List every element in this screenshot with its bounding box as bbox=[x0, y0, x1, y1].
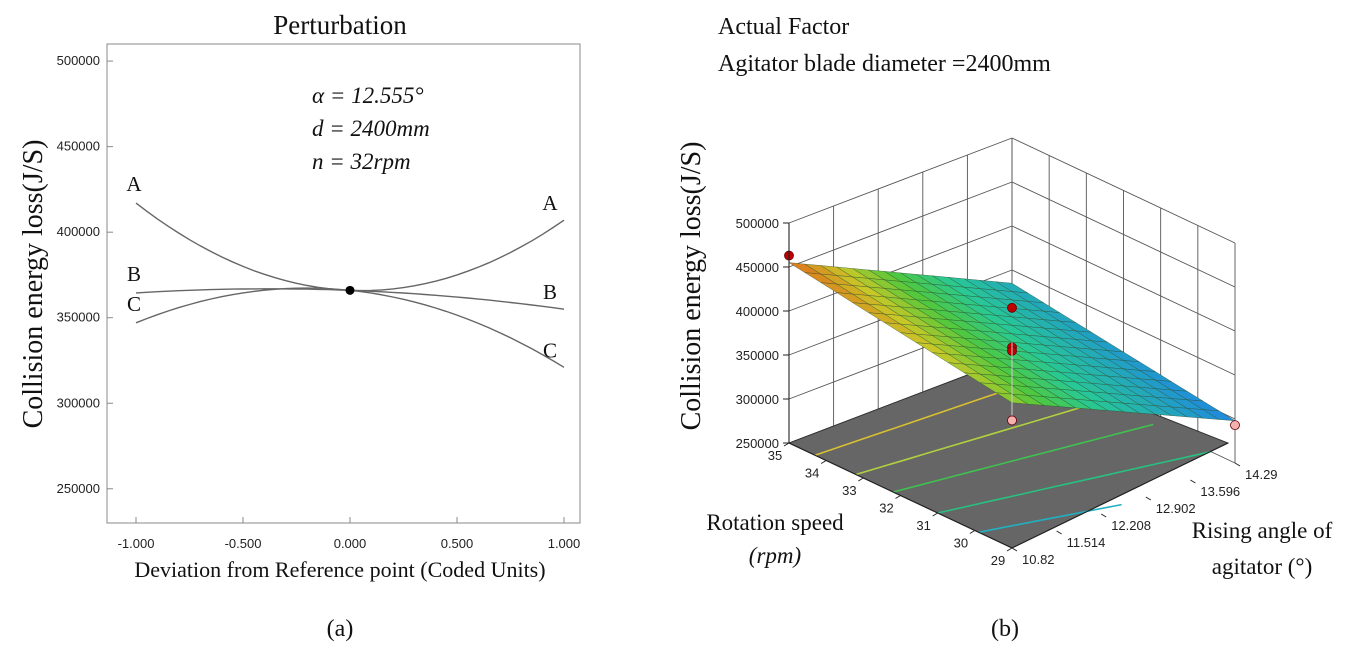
b-xtick-mark bbox=[969, 530, 976, 534]
b-xtick-mark bbox=[783, 442, 790, 447]
series-A-label-right: A bbox=[542, 191, 558, 215]
b-ytick-mark bbox=[1011, 547, 1018, 552]
series-B-label-right: B bbox=[543, 280, 557, 304]
series-B-label-left: B bbox=[127, 262, 141, 286]
design-point bbox=[1230, 420, 1240, 431]
chart-a-ylabel: Collision energy loss(J/S) bbox=[18, 140, 49, 429]
design-point bbox=[1007, 302, 1017, 313]
a-xtick-label: 0.000 bbox=[334, 536, 367, 551]
chart-a-xlabel: Deviation from Reference point (Coded Un… bbox=[134, 557, 545, 582]
b-grid-line bbox=[788, 181, 1013, 268]
b-grid-line bbox=[1011, 181, 1236, 288]
reference-point bbox=[345, 285, 355, 295]
a-ytick-label: 250000 bbox=[57, 481, 100, 496]
series-C-label-left: C bbox=[127, 292, 141, 316]
floor-contour bbox=[855, 400, 1104, 476]
b-xtick-label: 31 bbox=[916, 518, 930, 533]
series-C-line bbox=[135, 287, 565, 368]
b-xtick-label: 32 bbox=[879, 501, 893, 516]
b-grid-line bbox=[788, 137, 1013, 224]
a-ytick-label: 300000 bbox=[57, 395, 100, 410]
a-ytick-label: 400000 bbox=[57, 224, 100, 239]
b-ztick-label: 500000 bbox=[736, 216, 779, 231]
caption-b: (b) bbox=[991, 616, 1019, 642]
b-xtick-mark bbox=[895, 495, 901, 499]
series-C-label-right: C bbox=[543, 338, 557, 362]
b-ztick-label: 250000 bbox=[736, 436, 779, 451]
annotation-speed: n = 32rpm bbox=[312, 149, 411, 174]
a-xtick-label: 1.000 bbox=[548, 536, 581, 551]
floor-edge-angle bbox=[1011, 442, 1229, 549]
b-ytick-mark bbox=[1190, 479, 1196, 484]
plot-frame-a bbox=[106, 43, 581, 524]
b-ztick-label: 300000 bbox=[736, 392, 779, 407]
a-xtick-label: 0.500 bbox=[441, 536, 474, 551]
b-grid-line bbox=[788, 225, 1013, 312]
b-ytick-label: 12.902 bbox=[1156, 501, 1196, 516]
annotation-alpha: α = 12.555° bbox=[312, 83, 424, 108]
floor-contour bbox=[892, 423, 1154, 493]
b-xtick-label: 35 bbox=[768, 448, 782, 463]
b-grid-line bbox=[1011, 269, 1236, 376]
b-ytick-label: 14.29 bbox=[1245, 467, 1278, 482]
floor-contour bbox=[978, 503, 1122, 534]
surface-plot: Actual Factor Agitator blade diameter =2… bbox=[676, 14, 1333, 642]
b-ytick-label: 13.596 bbox=[1200, 484, 1240, 499]
a-ytick-label: 500000 bbox=[57, 53, 100, 68]
annotation-diameter: d = 2400mm bbox=[312, 116, 430, 141]
b-xtick-label: 34 bbox=[805, 466, 819, 481]
b-xtick-label: 29 bbox=[991, 553, 1005, 568]
chart-b-header-line1: Actual Factor bbox=[718, 14, 849, 40]
chart-b-ylabel-line2: agitator (°) bbox=[1212, 554, 1313, 579]
series-A-label-left: A bbox=[126, 172, 142, 196]
b-ytick-mark bbox=[1234, 462, 1241, 467]
b-grid-line bbox=[1011, 225, 1236, 332]
series-A-line bbox=[135, 202, 565, 292]
b-ytick-label: 12.208 bbox=[1111, 518, 1151, 533]
chart-b-xlabel-line1: Rotation speed bbox=[706, 510, 844, 535]
perturbation-plot: Perturbation 250000 300000 350000 400000 450… bbox=[18, 10, 581, 642]
caption-a: (a) bbox=[327, 616, 354, 642]
chart-b-ylabel-line1: Rising angle of bbox=[1192, 518, 1333, 543]
b-xtick-label: 33 bbox=[842, 483, 856, 498]
b-ytick-mark bbox=[1100, 513, 1107, 518]
b-xtick-mark bbox=[858, 477, 864, 482]
chart-a-title: Perturbation bbox=[273, 10, 407, 40]
design-point bbox=[1007, 415, 1017, 426]
a-ytick-label: 350000 bbox=[57, 310, 100, 325]
b-grid-line bbox=[1011, 137, 1236, 244]
chart-b-zlabel: Collision energy loss(J/S) bbox=[676, 142, 707, 431]
b-xtick-mark bbox=[932, 512, 938, 517]
b-ztick-label: 350000 bbox=[736, 348, 779, 363]
a-xtick-label: -1.000 bbox=[118, 536, 155, 551]
b-ytick-mark bbox=[1145, 496, 1152, 501]
b-ytick-mark bbox=[1056, 530, 1062, 535]
a-xtick-label: -0.500 bbox=[225, 536, 262, 551]
a-ytick-label: 450000 bbox=[57, 139, 100, 154]
b-ztick-label: 450000 bbox=[736, 260, 779, 275]
b-xtick-label: 30 bbox=[954, 536, 968, 551]
b-ztick-label: 400000 bbox=[736, 304, 779, 319]
b-xtick-mark bbox=[820, 460, 827, 464]
b-ytick-label: 10.82 bbox=[1022, 552, 1055, 567]
b-ytick-label: 11.514 bbox=[1067, 535, 1106, 550]
b-xtick-mark bbox=[1006, 547, 1013, 552]
chart-b-header-line2: Agitator blade diameter =2400mm bbox=[718, 51, 1051, 77]
floor-contour bbox=[937, 450, 1211, 514]
chart-b-xlabel-line2: (rpm) bbox=[749, 543, 801, 568]
